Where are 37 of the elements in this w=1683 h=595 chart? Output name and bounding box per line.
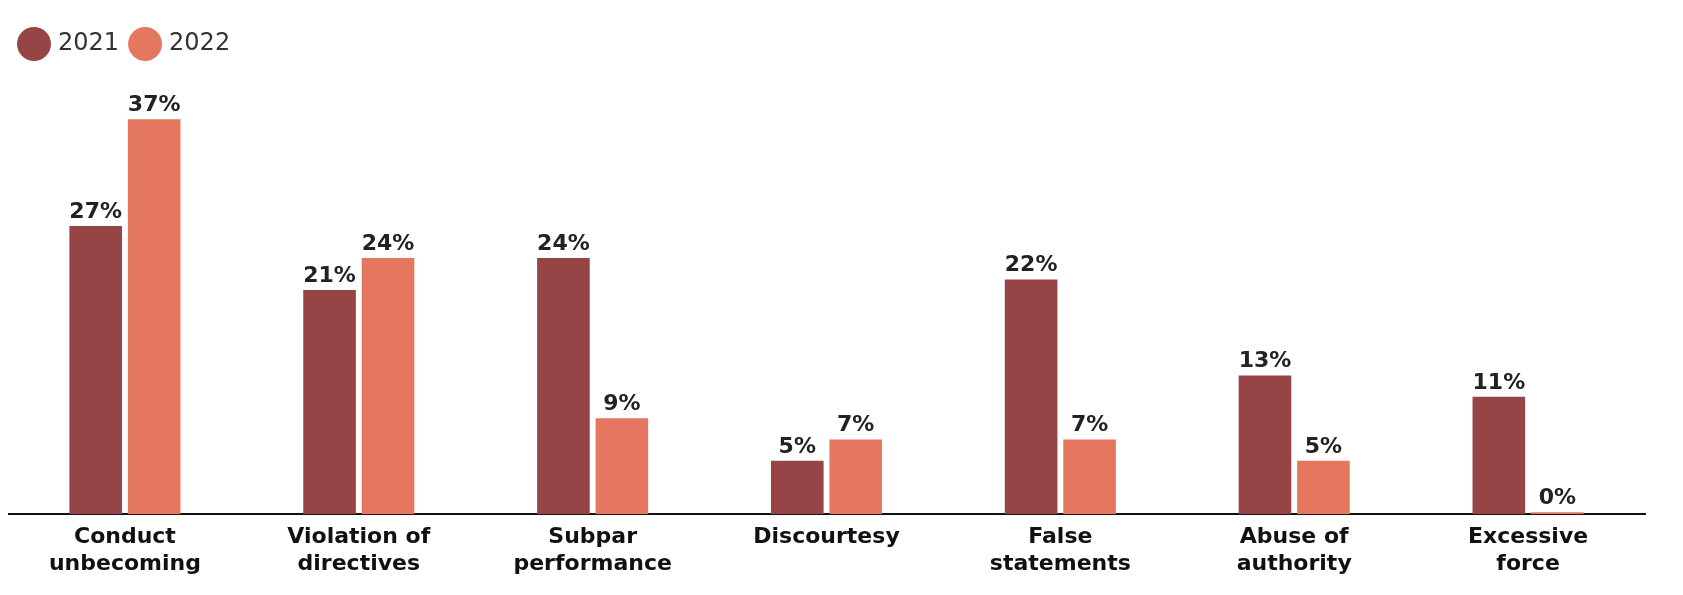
x-tick-label: Discourtesy [753,523,900,549]
x-tick-label: Violation of directives [287,523,431,575]
bar [1063,439,1116,515]
bar [127,119,181,515]
bar [1238,375,1292,515]
bar [537,258,590,515]
bar [595,418,649,515]
data-label: 13% [1238,347,1292,373]
data-label: 22% [1004,251,1058,277]
data-label: 27% [69,197,123,223]
data-label: 0% [1538,483,1576,509]
bar [770,460,824,515]
x-tick-label: Excessive force [1467,523,1589,575]
data-label: 11% [1472,368,1526,394]
data-label: 9% [603,389,641,415]
bar [1004,279,1058,515]
data-label: 21% [303,261,356,287]
data-label: 5% [778,432,816,458]
bar [1297,460,1350,515]
bar [303,290,356,515]
x-tick-label: Subpar performance [513,523,672,575]
bar [1472,396,1526,515]
legend-label: 2021 [58,28,120,57]
data-label: 37% [127,91,181,117]
data-label: 7% [837,411,875,437]
bar [829,439,883,515]
data-label: 5% [1304,432,1343,458]
bar [69,226,123,515]
x-tick-label: False statements [989,523,1131,575]
x-tick-label: Abuse of authority [1236,523,1352,575]
legend-label: 2022 [169,28,231,57]
data-label: 24% [537,229,590,255]
bar [361,258,415,515]
data-label: 24% [361,229,415,255]
data-label: 7% [1070,411,1109,437]
x-tick-label: Conduct unbecoming [48,523,201,575]
bar [1531,512,1584,515]
